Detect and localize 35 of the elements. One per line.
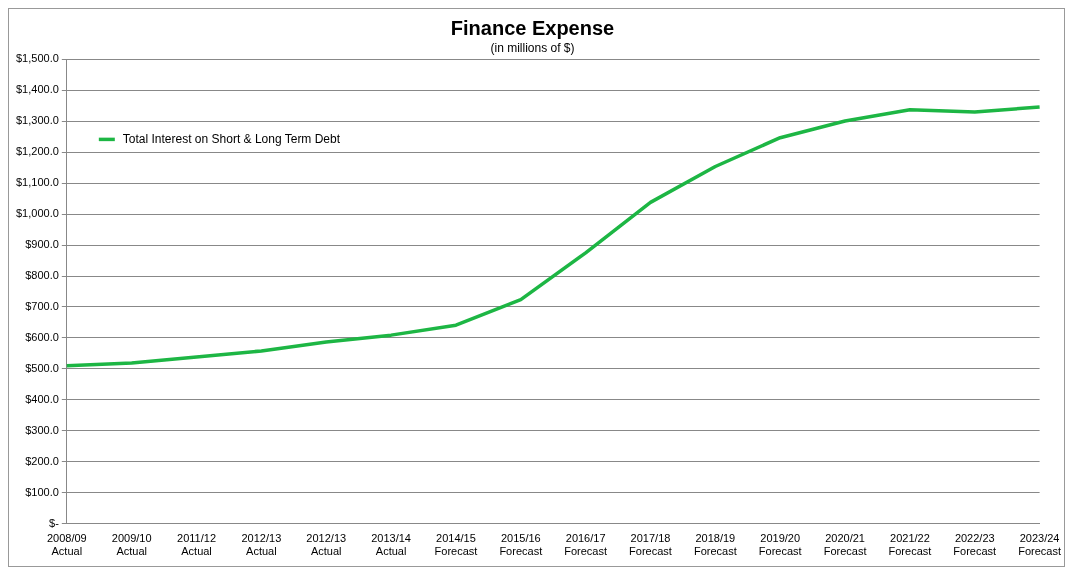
x-tick-label: 2008/09 Actual <box>46 532 87 558</box>
y-tick-label: $1,400.0 <box>15 83 59 96</box>
legend-label: Total Interest on Short & Long Term Debt <box>122 131 341 146</box>
x-tick-label: 2012/13 Actual <box>241 532 282 558</box>
chart-subtitle: (in millions of $) <box>490 40 575 55</box>
x-tick-label: 2015/16 Forecast <box>499 532 543 558</box>
y-tick-label: $100.0 <box>25 485 59 498</box>
x-tick-label: 2020/21 Forecast <box>823 532 867 558</box>
y-tick-label: $200.0 <box>25 454 59 467</box>
y-tick-label: $600.0 <box>25 330 59 343</box>
y-tick-label: $1,300.0 <box>15 114 59 127</box>
x-tick-label: 2009/10 Actual <box>111 532 152 558</box>
y-tick-label: $400.0 <box>25 392 59 405</box>
x-tick-label: 2017/18 Forecast <box>629 532 672 558</box>
y-tick-label: $500.0 <box>25 361 59 374</box>
chart-title: Finance Expense <box>450 16 615 39</box>
y-tick-label: $1,100.0 <box>15 176 59 189</box>
x-tick-label: 2013/14 Actual <box>371 532 411 558</box>
x-tick-label: 2011/12 Actual <box>177 532 216 558</box>
x-tick-label: 2014/15 Forecast <box>434 532 478 558</box>
y-tick-label: $900.0 <box>25 238 59 251</box>
x-tick-label: 2018/19 Forecast <box>693 532 737 558</box>
x-tick-label: 2022/23 Forecast <box>953 532 997 558</box>
y-tick-label: $300.0 <box>25 423 59 436</box>
x-tick-label: 2021/22 Forecast <box>888 532 932 558</box>
x-tick-label: 2023/24 Forecast <box>1018 532 1061 558</box>
y-tick-label: $1,500.0 <box>15 52 59 65</box>
x-tick-label: 2016/17 Forecast <box>564 532 608 558</box>
y-tick-label: $1,200.0 <box>15 145 59 158</box>
y-tick-label: $- <box>49 516 60 529</box>
y-tick-label: $800.0 <box>25 269 59 282</box>
y-tick-label: $700.0 <box>25 300 59 312</box>
x-tick-label: 2019/20 Forecast <box>758 532 802 558</box>
y-tick-label: $1,000.0 <box>15 207 59 220</box>
x-tick-label: 2012/13 Actual <box>306 532 347 558</box>
